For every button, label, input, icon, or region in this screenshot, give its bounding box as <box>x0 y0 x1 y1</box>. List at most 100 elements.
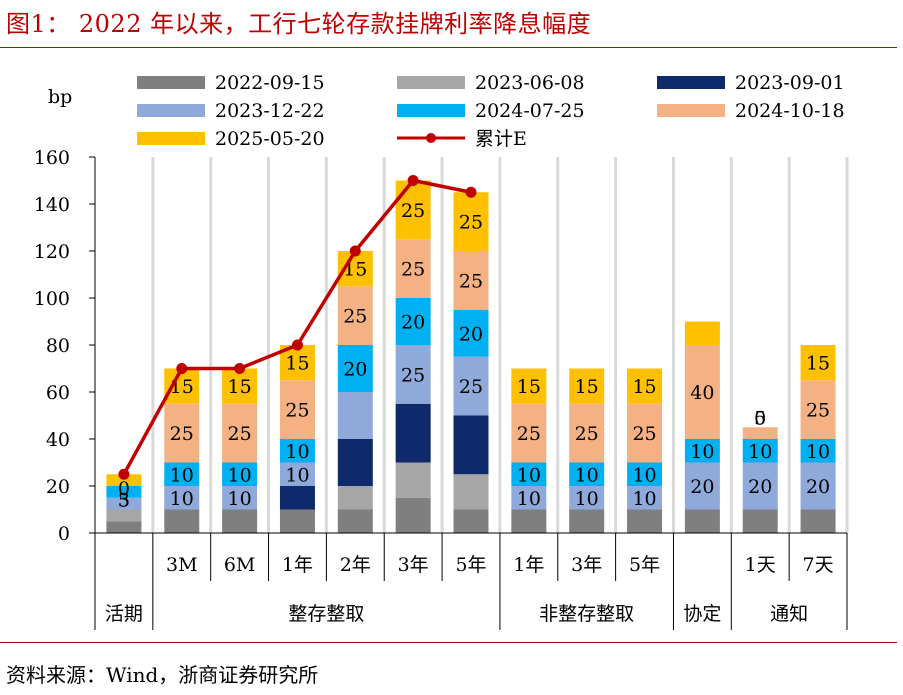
data-label: 25 <box>632 423 656 445</box>
y-tick-label: 140 <box>34 194 70 216</box>
category-label: 3年 <box>398 554 429 576</box>
data-label: 10 <box>285 441 309 463</box>
bar-segment <box>627 486 663 510</box>
legend-swatch <box>657 76 725 89</box>
data-label: 20 <box>343 359 367 381</box>
bar-segment <box>800 345 836 381</box>
bar-segment <box>164 368 200 404</box>
y-tick-label: 40 <box>46 429 70 451</box>
bar-segment <box>222 462 258 486</box>
y-tick-label: 60 <box>46 382 70 404</box>
data-label: 20 <box>459 323 483 345</box>
bar-segment <box>627 403 663 463</box>
cumulative-point <box>407 175 419 186</box>
data-label: 10 <box>285 464 309 486</box>
y-tick-label: 160 <box>34 147 70 169</box>
group-label: 通知 <box>770 603 808 625</box>
category-label: 6M <box>224 554 256 576</box>
bar-segment <box>453 509 489 533</box>
category-label: 5年 <box>629 554 660 576</box>
category-label: 3M <box>166 554 198 576</box>
bar-segment <box>279 380 315 439</box>
data-label: 25 <box>401 200 425 222</box>
data-label: 25 <box>401 259 425 281</box>
chart-title: 图1： 2022 年以来，工行七轮存款挂牌利率降息幅度 <box>6 10 592 38</box>
legend-label: 2023-09-01 <box>735 72 845 94</box>
data-label: 25 <box>401 364 425 386</box>
data-label: 15 <box>806 353 830 375</box>
cumulative-point <box>349 245 361 257</box>
bar-segment <box>395 403 431 463</box>
y-tick-label: 80 <box>46 335 70 357</box>
bar-segment <box>684 509 720 533</box>
cumulative-point <box>234 363 246 374</box>
legend-label: 累计E <box>475 128 527 150</box>
legend-swatch <box>137 76 205 89</box>
data-label: 10 <box>575 464 599 486</box>
data-label: 15 <box>228 376 252 398</box>
cumulative-point <box>465 186 477 198</box>
data-label: 0 <box>754 407 766 429</box>
category-label: 1天 <box>745 554 776 576</box>
data-label: 5 <box>754 407 766 429</box>
bar-segment <box>279 462 315 486</box>
bar-segment <box>106 486 142 498</box>
bar-segment <box>453 309 489 357</box>
data-label: 15 <box>285 353 309 375</box>
category-label: 5年 <box>455 554 486 576</box>
data-label: 10 <box>228 488 252 510</box>
y-tick-label: 0 <box>58 523 70 545</box>
data-label: 25 <box>517 423 541 445</box>
legend-swatch <box>397 104 465 117</box>
data-label: 10 <box>632 488 656 510</box>
bar-segment <box>511 486 547 510</box>
group-label: 整存整取 <box>288 603 364 625</box>
data-label: 0 <box>118 478 130 500</box>
legend-swatch <box>657 104 725 117</box>
data-label: 10 <box>228 464 252 486</box>
group-label: 活期 <box>105 603 143 625</box>
bar-segment <box>222 509 258 533</box>
bar-segment <box>627 368 663 404</box>
bar-segment <box>279 439 315 463</box>
data-label: 10 <box>806 441 830 463</box>
bar-segment <box>511 403 547 463</box>
legend-label: 2023-12-22 <box>215 100 325 122</box>
group-label: 非整存整取 <box>539 603 634 625</box>
data-label: 10 <box>517 464 541 486</box>
bar-segment <box>395 239 431 298</box>
bar-segment <box>164 403 200 463</box>
y-axis-label: bp <box>48 86 72 108</box>
data-label: 15 <box>632 376 656 398</box>
cumulative-point <box>176 363 188 374</box>
bar-segment <box>337 486 373 510</box>
bar-segment <box>800 509 836 533</box>
bar-segment <box>800 462 836 510</box>
bar-segment <box>164 509 200 533</box>
data-label: 3 <box>118 490 130 512</box>
data-label: 20 <box>690 476 714 498</box>
data-label: 15 <box>517 376 541 398</box>
data-label: 25 <box>170 423 194 445</box>
bar-segment <box>453 192 489 251</box>
footer-rule <box>0 642 897 643</box>
bar-segment <box>569 509 605 533</box>
bar-segment <box>800 380 836 439</box>
data-label: 20 <box>401 312 425 334</box>
bar-stacks <box>106 180 836 533</box>
category-label: 1年 <box>513 554 544 576</box>
bar-segment <box>222 403 258 463</box>
legend-line-marker <box>426 133 436 143</box>
data-label: 10 <box>748 441 772 463</box>
bar-segment <box>627 509 663 533</box>
bar-segment <box>511 462 547 486</box>
bar-segment <box>395 345 431 404</box>
legend-label: 2024-10-18 <box>735 100 845 122</box>
axes <box>94 157 847 534</box>
bar-segment <box>106 474 142 486</box>
category-label: 1年 <box>282 554 313 576</box>
data-label: 20 <box>806 476 830 498</box>
data-label: 25 <box>285 400 309 422</box>
data-label: 25 <box>459 376 483 398</box>
